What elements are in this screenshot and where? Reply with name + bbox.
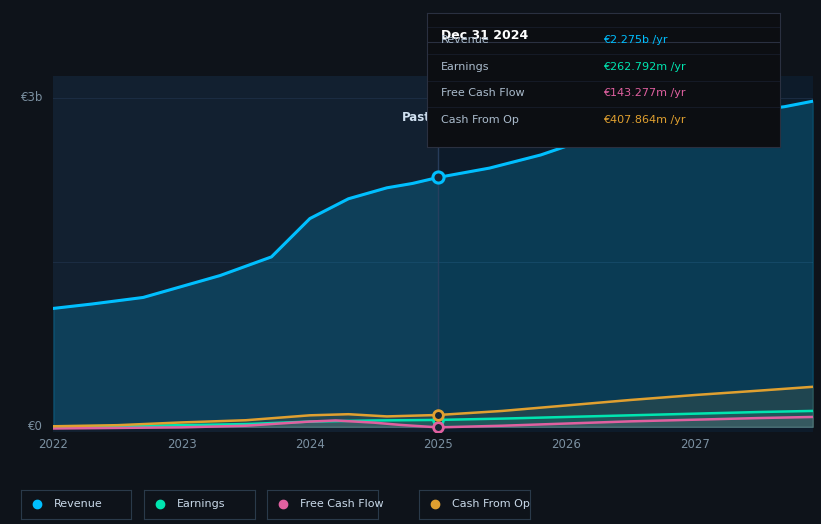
Text: Earnings: Earnings xyxy=(177,499,226,509)
Text: Dec 31 2024: Dec 31 2024 xyxy=(441,29,528,42)
Text: Past: Past xyxy=(401,111,430,124)
Bar xyxy=(53,76,438,432)
Text: €262.792m /yr: €262.792m /yr xyxy=(603,61,686,72)
Text: Free Cash Flow: Free Cash Flow xyxy=(441,88,525,99)
Text: €0: €0 xyxy=(28,420,44,433)
Text: Cash From Op: Cash From Op xyxy=(441,115,519,125)
Text: €143.277m /yr: €143.277m /yr xyxy=(603,88,686,99)
Text: Cash From Op: Cash From Op xyxy=(452,499,530,509)
Text: €407.864m /yr: €407.864m /yr xyxy=(603,115,686,125)
Text: €2.275b /yr: €2.275b /yr xyxy=(603,35,668,45)
Text: Earnings: Earnings xyxy=(441,61,489,72)
Text: Revenue: Revenue xyxy=(54,499,103,509)
Text: €3b: €3b xyxy=(21,91,44,104)
Text: Free Cash Flow: Free Cash Flow xyxy=(300,499,383,509)
Text: Analysts Forecasts: Analysts Forecasts xyxy=(446,111,556,124)
Text: Revenue: Revenue xyxy=(441,35,490,45)
